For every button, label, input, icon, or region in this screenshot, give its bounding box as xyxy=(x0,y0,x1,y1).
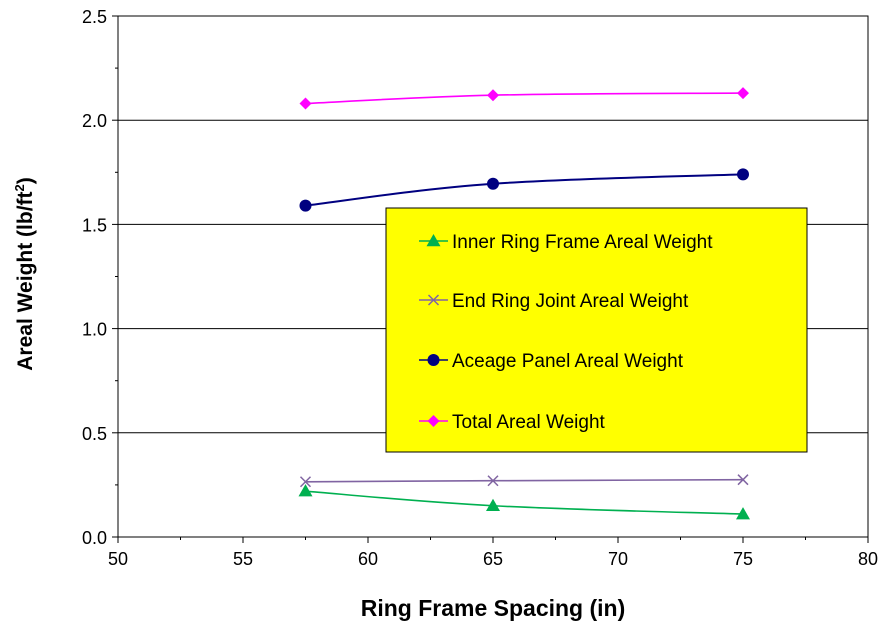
series-1 xyxy=(298,484,750,520)
legend-label: Inner Ring Frame Areal Weight xyxy=(452,232,713,253)
series-4 xyxy=(299,87,749,110)
legend-item: Total Areal Weight xyxy=(419,412,606,433)
y-axis: 0.0 0.5 1.0 1.5 2.0 2.5 xyxy=(82,7,118,548)
legend-box xyxy=(385,207,808,453)
series-line xyxy=(305,92,744,105)
series-line xyxy=(305,478,744,483)
data-point xyxy=(487,177,499,190)
data-point-stroke xyxy=(737,474,749,486)
legend-marker-stroke xyxy=(427,294,440,306)
x-tick-label: 80 xyxy=(858,549,878,569)
y-tick-label: 1.0 xyxy=(82,320,107,340)
y-tick-label: 0.0 xyxy=(82,528,107,548)
data-point xyxy=(736,507,750,520)
x-tick-label: 60 xyxy=(358,549,378,569)
legend-item: End Ring Joint Areal Weight xyxy=(419,291,689,312)
data-point xyxy=(299,476,312,488)
series-layer xyxy=(298,87,750,520)
y-axis-title: Areal Weight (lb/ft2) xyxy=(12,177,37,371)
series-line xyxy=(305,490,744,515)
data-point xyxy=(737,87,749,100)
y-tick-label: 1.5 xyxy=(82,215,107,235)
legend-marker xyxy=(426,234,441,247)
x-tick-label: 70 xyxy=(608,549,628,569)
series-line xyxy=(305,173,744,207)
data-point xyxy=(299,199,312,212)
data-point xyxy=(299,97,312,110)
legend: Inner Ring Frame Areal Weight End Ring Jo… xyxy=(385,207,808,453)
data-point xyxy=(487,89,499,102)
data-point xyxy=(298,484,313,497)
x-tick-label: 75 xyxy=(733,549,753,569)
y-tick-label: 2.0 xyxy=(82,111,107,131)
data-point xyxy=(486,498,500,511)
legend-label: Aceage Panel Areal Weight xyxy=(452,351,684,372)
legend-label: Total Areal Weight xyxy=(452,412,606,433)
legend-marker xyxy=(427,415,440,427)
y-axis-title-superscript: 2 xyxy=(12,184,27,191)
y-axis-title-end: ) xyxy=(14,177,37,184)
data-point xyxy=(737,474,749,486)
y-tick-label: 0.5 xyxy=(82,424,107,444)
x-tick-label: 50 xyxy=(108,549,128,569)
series-3 xyxy=(299,168,749,212)
legend-label: End Ring Joint Areal Weight xyxy=(452,291,689,312)
y-axis-title-main: Areal Weight (lb/ft xyxy=(14,191,37,370)
series-2 xyxy=(299,474,749,488)
legend-item: Inner Ring Frame Areal Weight xyxy=(419,232,713,253)
y-tick-label: 2.5 xyxy=(82,7,107,27)
legend-marker xyxy=(427,294,440,306)
data-point xyxy=(487,475,499,487)
data-point-stroke xyxy=(487,475,499,487)
data-point-stroke xyxy=(299,476,312,488)
legend-items: Inner Ring Frame Areal Weight End Ring Jo… xyxy=(419,232,713,433)
x-axis-title: Ring Frame Spacing (in) xyxy=(361,595,626,621)
x-tick-label: 55 xyxy=(233,549,253,569)
x-axis: 50 55 60 65 70 75 80 xyxy=(108,537,878,569)
legend-item: Aceage Panel Areal Weight xyxy=(419,351,684,372)
x-tick-label: 65 xyxy=(483,549,503,569)
data-point xyxy=(737,168,749,181)
legend-marker xyxy=(427,354,440,366)
